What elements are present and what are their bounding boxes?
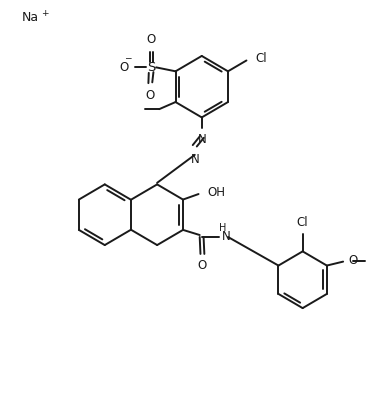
Text: N: N: [191, 153, 200, 166]
Text: O: O: [119, 61, 128, 74]
Text: S: S: [147, 61, 156, 74]
Text: Na: Na: [21, 11, 38, 24]
Text: −: −: [125, 53, 132, 62]
Text: O: O: [145, 89, 154, 102]
Text: N: N: [222, 230, 230, 243]
Text: Cl: Cl: [255, 52, 267, 65]
Text: OH: OH: [207, 186, 225, 199]
Text: H: H: [218, 223, 226, 233]
Text: Cl: Cl: [297, 216, 308, 229]
Text: O: O: [147, 33, 156, 46]
Text: +: +: [42, 9, 49, 18]
Text: O: O: [198, 259, 207, 272]
Text: N: N: [198, 133, 207, 146]
Text: O: O: [348, 254, 357, 266]
